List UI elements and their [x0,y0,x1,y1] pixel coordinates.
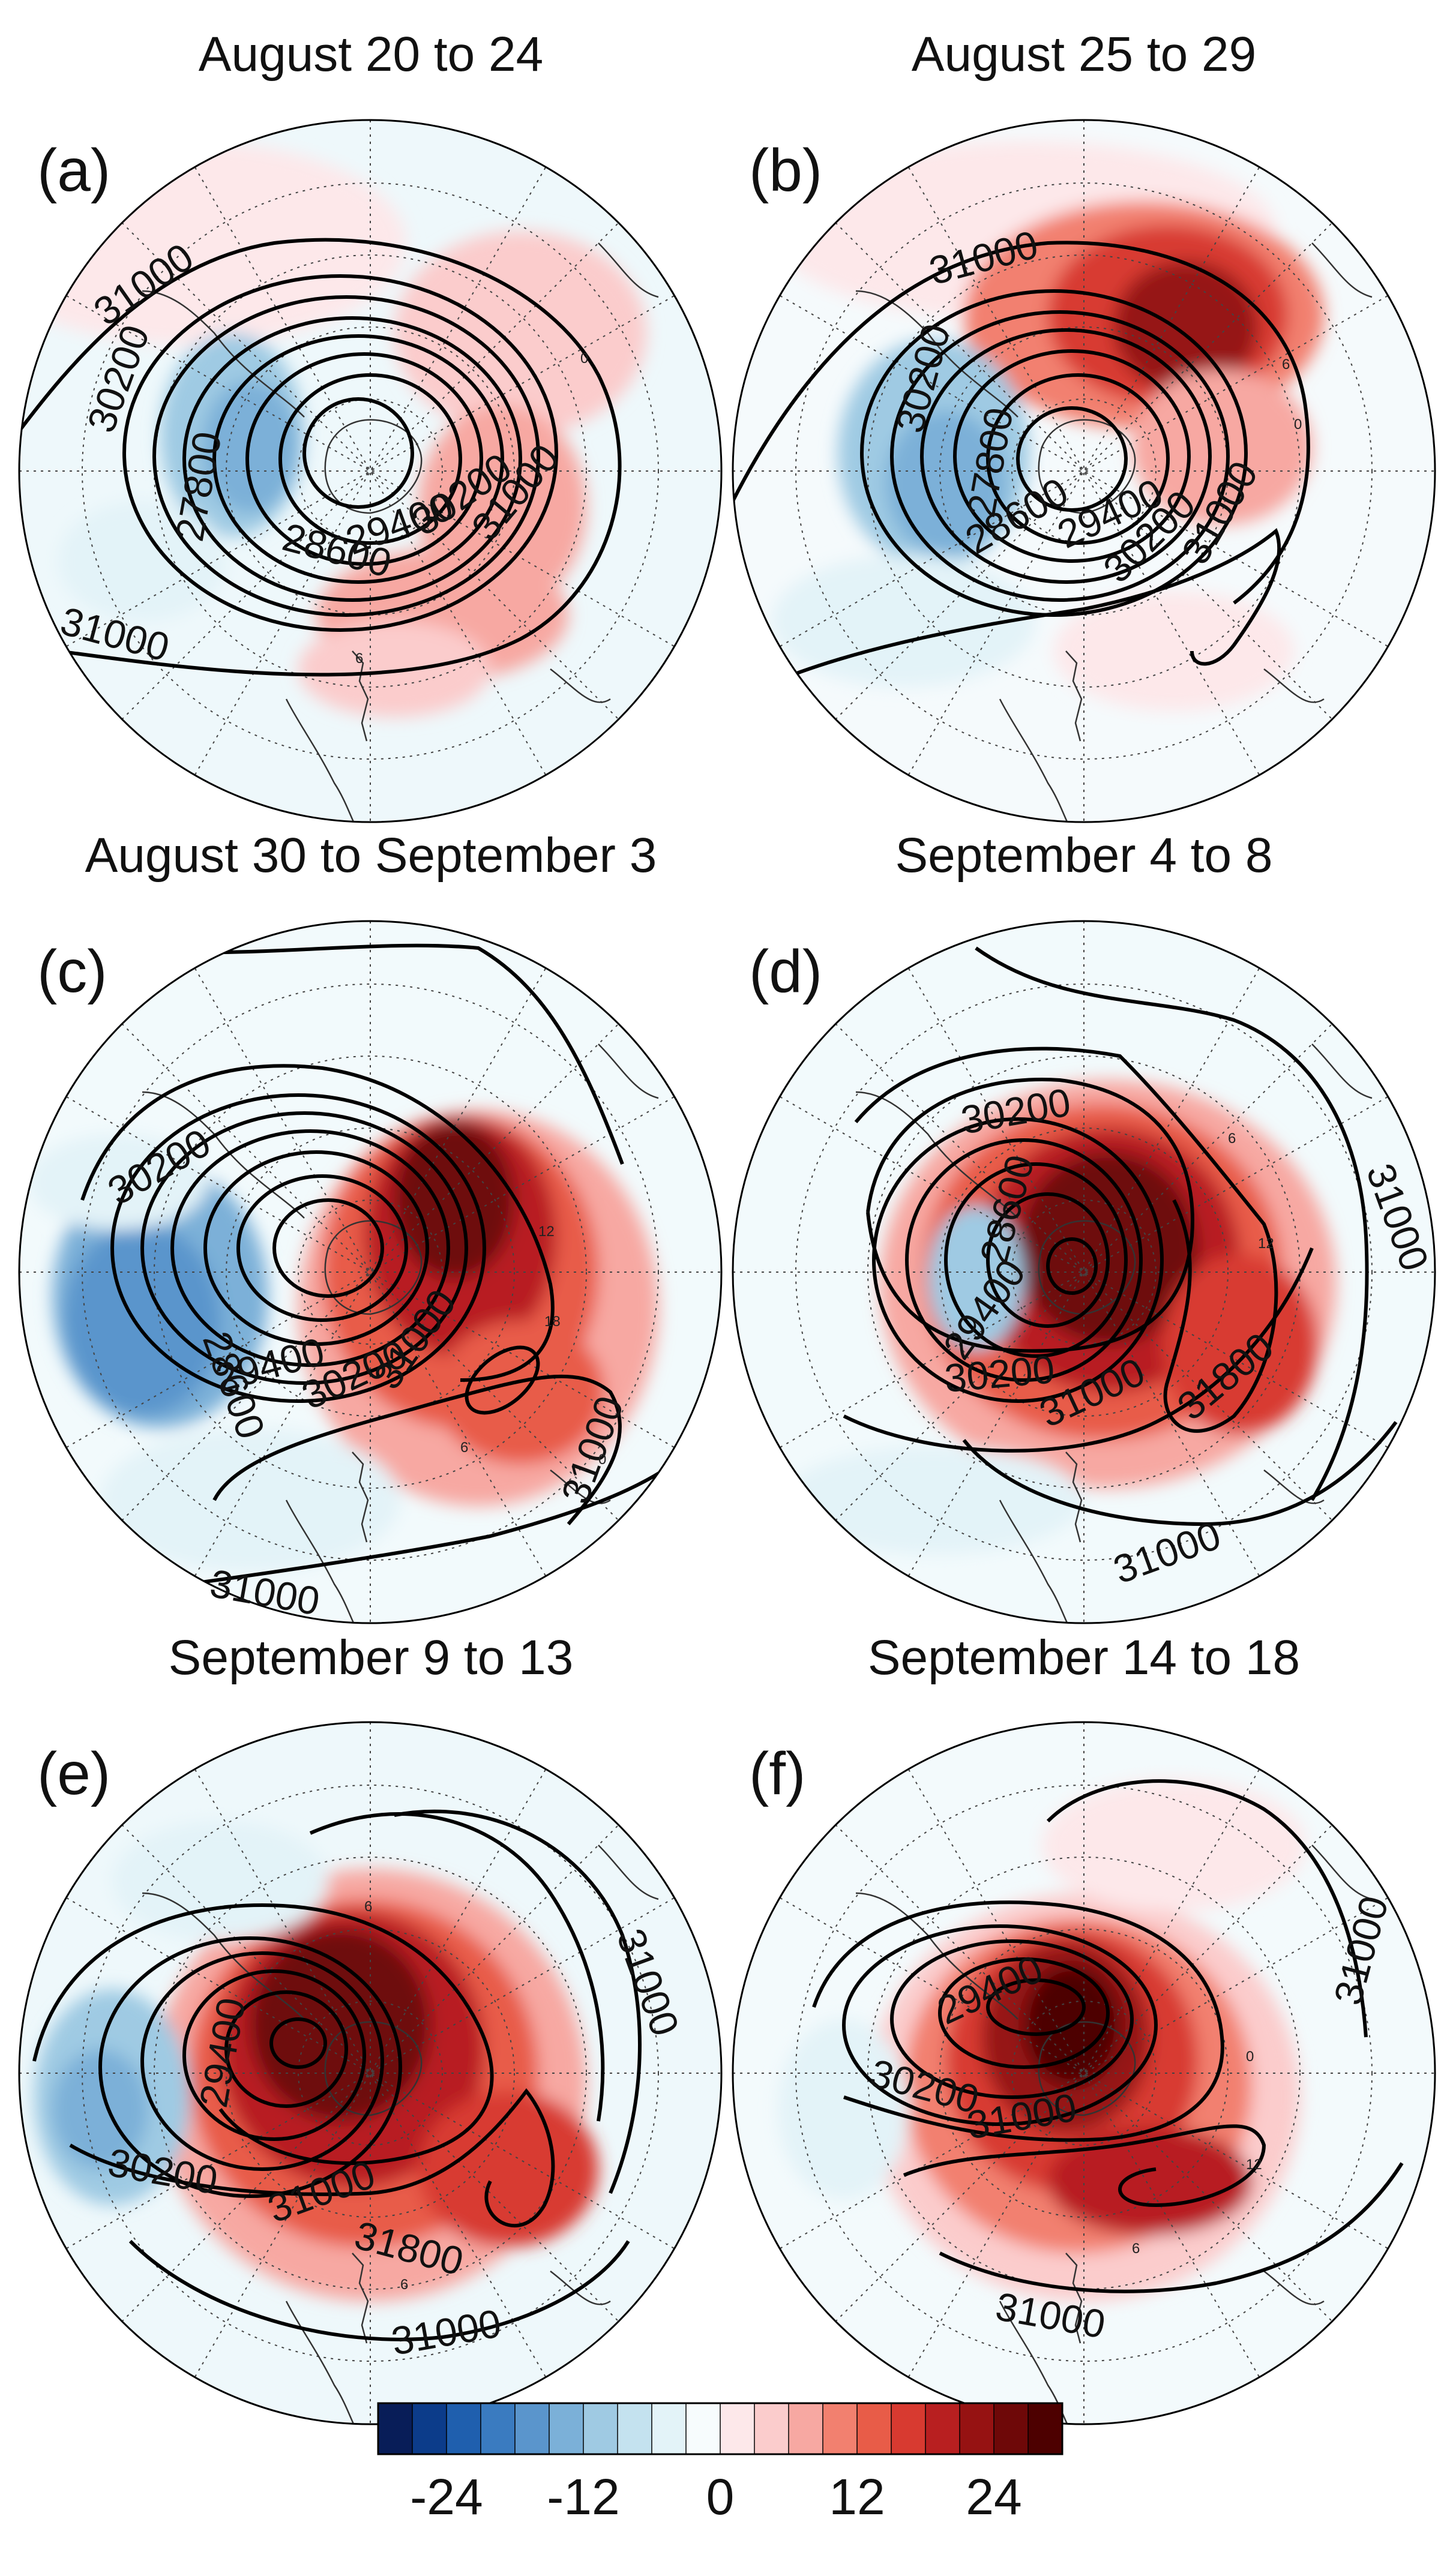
colorbar-swatch [446,2403,482,2455]
colorbar-swatch [993,2403,1029,2455]
colorbar-swatch [822,2403,858,2455]
panel-b-title: August 25 to 29 [912,27,1256,82]
panel-c-title: August 30 to September 3 [85,828,657,883]
colorbar-swatch [959,2403,995,2455]
colorbar-swatch [720,2403,756,2455]
small-label: 12 [538,1223,555,1240]
panel-d-map: 30200 28600 29400 30200 31000 31800 3100… [732,920,1437,1624]
small-label: 6 [355,650,363,667]
colorbar-swatch [617,2403,653,2455]
colorbar-tick-label: -12 [547,2469,619,2525]
colorbar-frame [377,2402,1063,2455]
panel-a-label: (a) [37,137,110,204]
panel-e-title: September 9 to 13 [169,1630,574,1685]
small-label: 6 [364,1899,372,1915]
colorbar-swatch [891,2403,927,2455]
panel-f-label: (f) [749,1740,805,1807]
panel-d-title: September 4 to 8 [895,828,1272,883]
colorbar-swatch [925,2403,961,2455]
panel-c-label: (c) [37,938,107,1005]
colorbar-swatch [549,2403,585,2455]
small-label: 6 [460,1440,468,1456]
colorbar-swatch [651,2403,687,2455]
panel-c-map: 30200 28600 29400 30200 31000 31000 3100… [18,920,723,1624]
panel-b-map: 31000 30200 27800 28600 29400 30200 3100… [732,119,1436,823]
colorbar-swatch [788,2403,824,2455]
small-label: 0 [1294,416,1302,433]
small-label: 6 [400,2277,408,2293]
colorbar-swatch [583,2403,619,2455]
small-label: 12 [1258,1235,1274,1252]
colorbar-swatch [412,2403,448,2455]
panel-a-map: 31000 30200 27800 28600 29400 30200 3100… [18,119,723,823]
panel-f-map: 29400 30200 31000 31000 31000 0 12 6 [732,1721,1436,2425]
colorbar-tick-label: 12 [829,2469,885,2525]
small-label: 6 [1132,2241,1140,2257]
small-label: 6 [1282,356,1290,373]
colorbar: -24 -12 0 12 24 [377,2402,1063,2525]
contour-label: 30200 [943,1347,1056,1401]
small-label: 6 [1228,1130,1236,1147]
colorbar-tick-label: 24 [966,2469,1021,2525]
colorbar-swatch [754,2403,790,2455]
panel-b-label: (b) [749,137,822,204]
colorbar-swatch [1027,2403,1063,2455]
small-label: 12 [1246,2157,1262,2173]
colorbar-swatch [480,2403,516,2455]
colorbar-swatch [378,2403,414,2455]
panel-e-map: 29400 30200 31000 31800 31000 31000 6 6 [18,1721,723,2425]
colorbar-tick-label: -24 [410,2469,483,2525]
small-label: 18 [544,1314,561,1330]
colorbar-tick-label: 0 [706,2469,735,2525]
small-label: 0 [1246,2049,1254,2065]
small-label: 0 [580,350,588,367]
panel-e-label: (e) [37,1740,110,1807]
panel-d-label: (d) [749,938,822,1005]
panel-a-title: August 20 to 24 [199,27,543,82]
small-label: 0 [598,1452,606,1468]
colorbar-swatch [685,2403,721,2455]
colorbar-swatch [856,2403,892,2455]
panel-f-title: September 14 to 18 [868,1630,1300,1685]
colorbar-swatch [514,2403,550,2455]
